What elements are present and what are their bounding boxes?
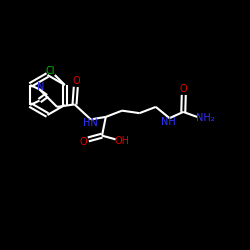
Text: HN: HN [83, 118, 98, 128]
Text: Cl: Cl [45, 66, 54, 76]
Text: O: O [80, 137, 87, 147]
Text: O: O [180, 84, 188, 94]
Text: NH: NH [161, 118, 176, 128]
Text: OH: OH [114, 136, 130, 146]
Text: NH₂: NH₂ [196, 113, 214, 123]
Text: O: O [72, 76, 80, 86]
Text: N: N [37, 82, 44, 92]
